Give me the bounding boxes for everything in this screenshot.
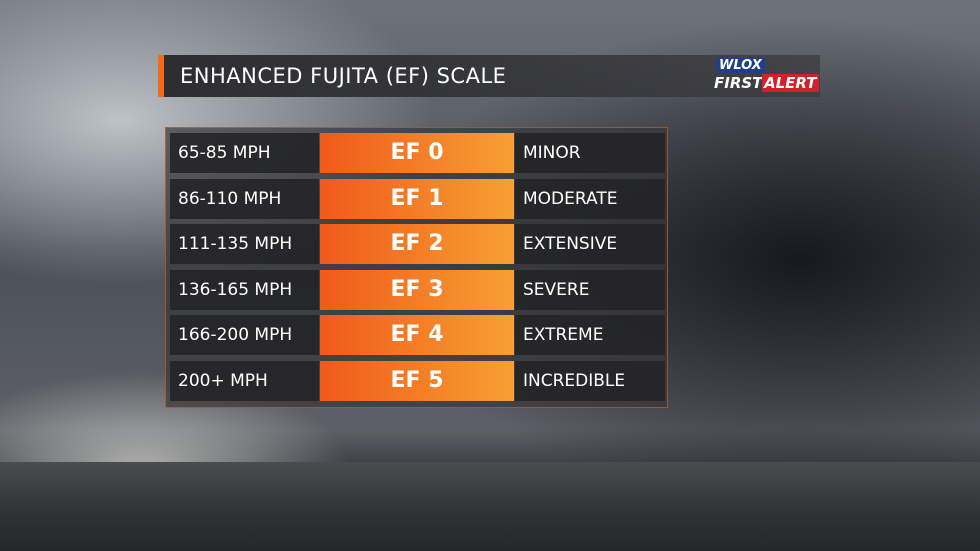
wind-speed: 86-110 MPH <box>170 178 319 219</box>
scale-table: 65-85 MPH EF 0 MINOR 86-110 MPH EF 1 MODERATE… <box>165 127 668 408</box>
wind-speed: 200+ MPH <box>170 361 319 401</box>
ef-rating: EF 5 <box>320 361 514 401</box>
ef-rating: EF 4 <box>320 315 514 356</box>
damage: SEVERE <box>515 269 665 310</box>
wind-speed: 111-135 MPH <box>170 224 319 265</box>
damage: MINOR <box>515 133 665 173</box>
wind-speed: 65-85 MPH <box>170 133 319 173</box>
damage: EXTREME <box>515 315 665 356</box>
ef-rating: EF 0 <box>320 133 514 173</box>
ef-rating: EF 3 <box>320 269 514 310</box>
wind-speed: 166-200 MPH <box>170 315 319 356</box>
damage: MODERATE <box>515 178 665 219</box>
title-bar: ENHANCED FUJITA (EF) SCALE WLOX FIRST AL… <box>158 55 820 97</box>
ef-rating: EF 1 <box>320 178 514 219</box>
wind-speed: 136-165 MPH <box>170 269 319 310</box>
logo-station: WLOX <box>716 58 765 73</box>
ef-rating: EF 2 <box>320 224 514 265</box>
logo-text: FIRST <box>714 74 763 92</box>
sea <box>0 462 980 551</box>
damage: INCREDIBLE <box>515 361 665 401</box>
logo: WLOX FIRST ALERT <box>712 57 819 95</box>
title: ENHANCED FUJITA (EF) SCALE <box>180 64 507 88</box>
damage: EXTENSIVE <box>515 224 665 265</box>
logo-text: ALERT <box>762 74 819 92</box>
